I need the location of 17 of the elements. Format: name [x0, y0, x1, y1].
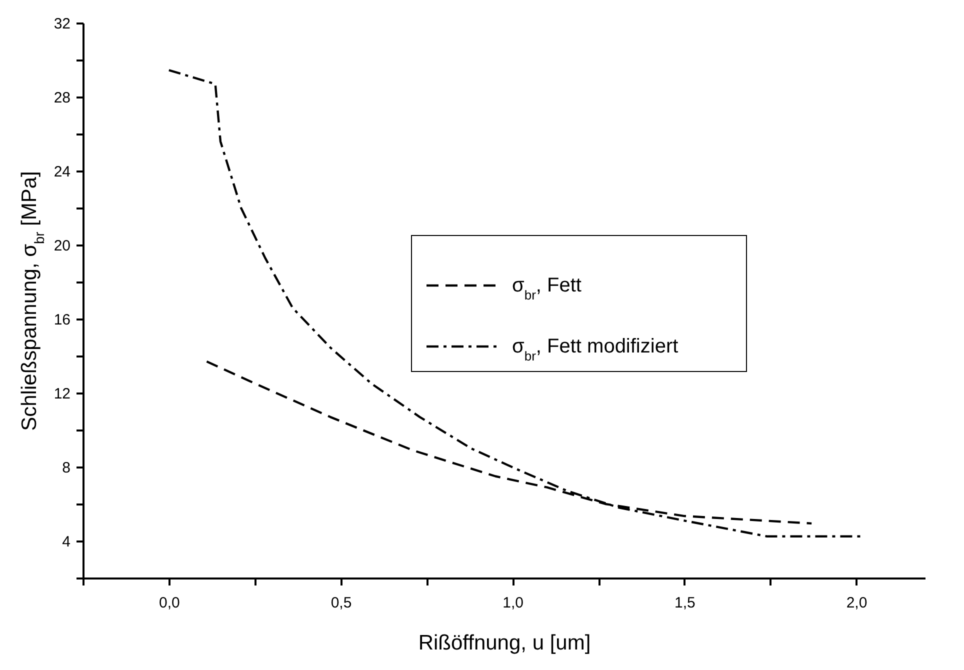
- y-tick-label: 32: [54, 16, 70, 32]
- x-tick-label: 1,0: [502, 594, 524, 612]
- x-tick-label: 1,5: [674, 594, 696, 612]
- y-tick-label: 8: [62, 460, 70, 476]
- y-tick-label: 24: [54, 164, 70, 180]
- x-axis-title: Rißöffnung, u [um]: [418, 632, 591, 654]
- legend-label: σ$_{br}$, Fett: [512, 274, 582, 302]
- x-tick-label: 2,0: [846, 594, 868, 612]
- y-tick-label: 12: [54, 386, 70, 402]
- y-tick-label: 16: [54, 312, 70, 328]
- y-tick-label: 20: [54, 238, 70, 254]
- x-tick-label: 0,5: [330, 594, 352, 612]
- line-series: [206, 360, 813, 525]
- y-tick-label: 28: [54, 90, 70, 106]
- legend-label: σ$_{br}$, Fett modifiziert: [512, 336, 679, 363]
- x-tick-label: 0,0: [158, 594, 180, 612]
- y-tick-label: 4: [62, 534, 70, 550]
